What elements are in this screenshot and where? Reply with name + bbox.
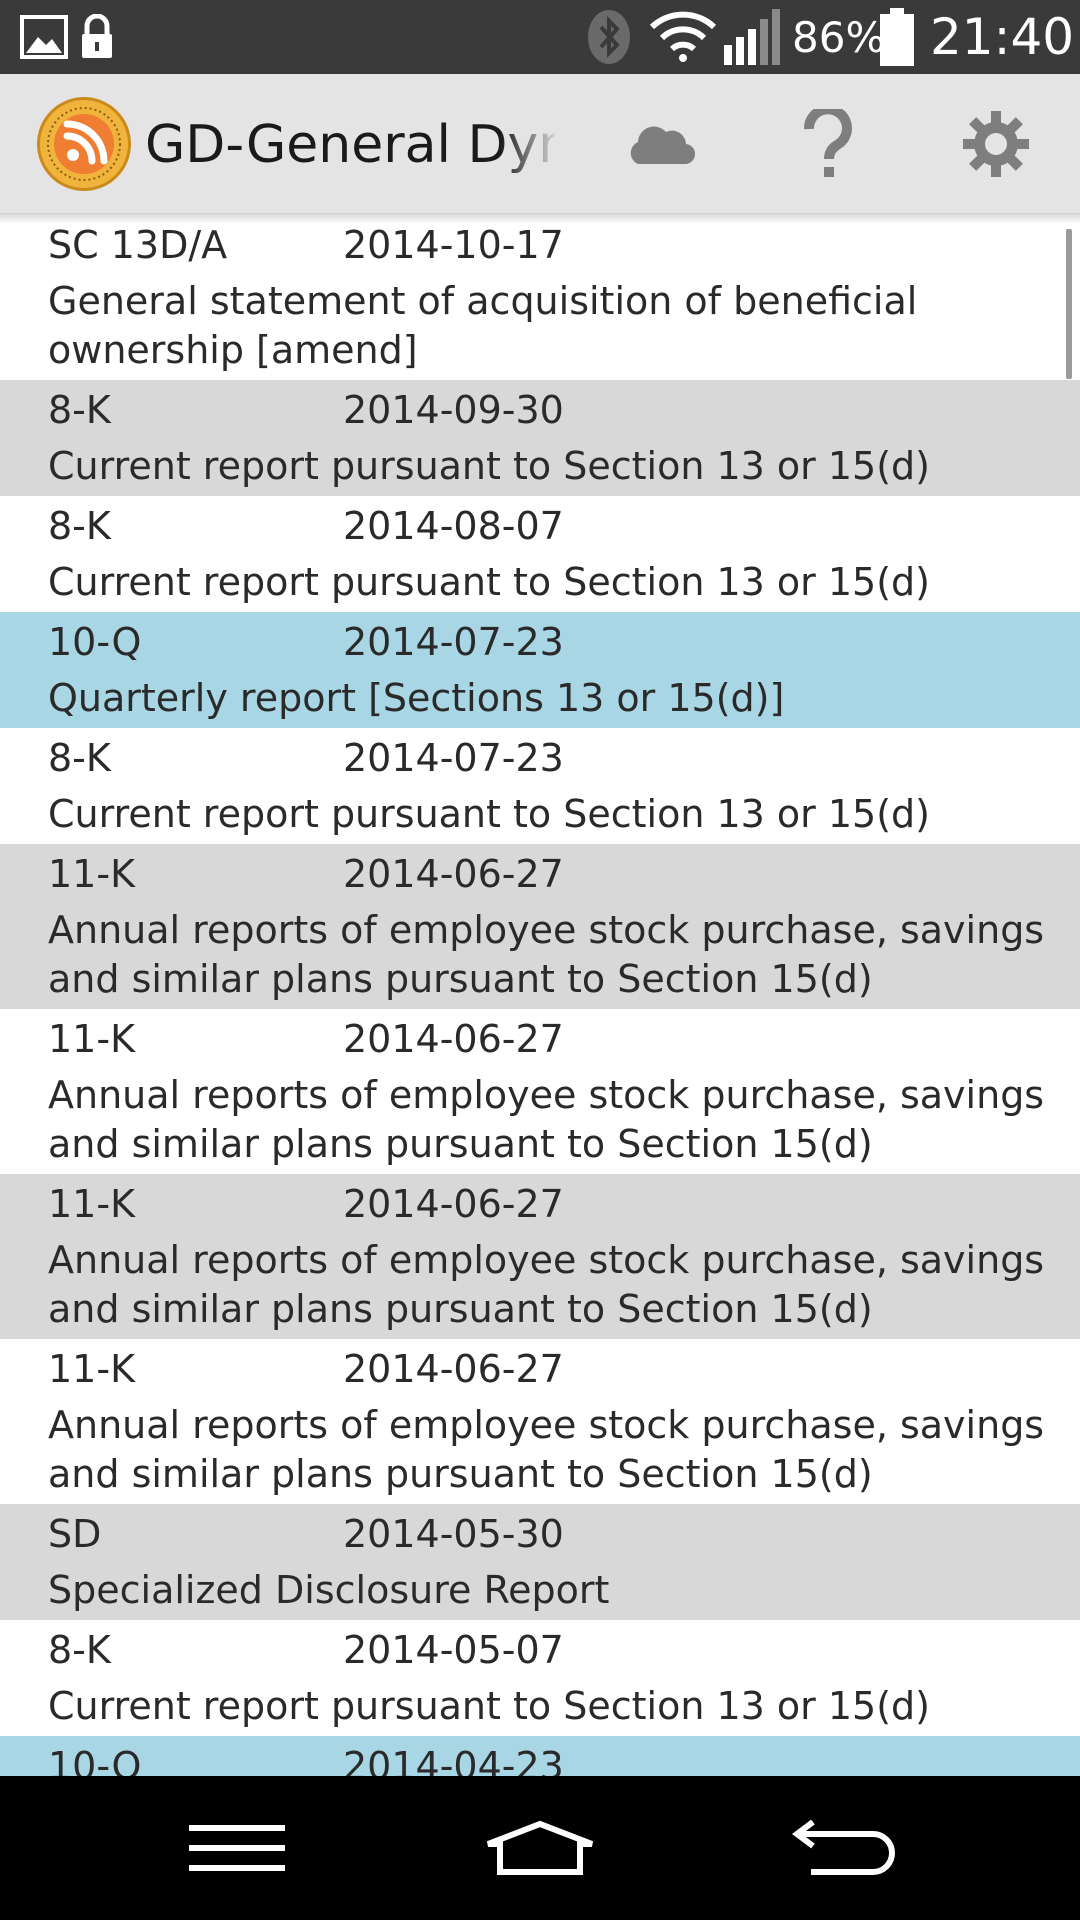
filing-date: 2014-06-27 xyxy=(343,1017,564,1061)
scrollbar[interactable] xyxy=(1066,229,1072,379)
battery-percent: 86% xyxy=(792,12,886,62)
filing-date: 2014-06-27 xyxy=(343,1347,564,1391)
help-icon[interactable] xyxy=(778,94,878,194)
navigation-bar xyxy=(0,1776,1080,1920)
back-icon[interactable] xyxy=(775,1798,915,1898)
filing-description: Current report pursuant to Section 13 or… xyxy=(48,444,930,488)
signal-icon xyxy=(724,0,782,74)
list-item[interactable]: 10-Q 2014-04-23 xyxy=(0,1736,1080,1776)
filing-date: 2014-10-17 xyxy=(343,223,564,267)
menu-icon[interactable] xyxy=(167,1798,307,1898)
list-item[interactable]: 8-K 2014-08-07 Current report pursuant t… xyxy=(0,496,1080,612)
filing-date: 2014-07-23 xyxy=(343,620,564,664)
filing-type: SD xyxy=(48,1512,102,1556)
filing-description: Annual reports of employee stock purchas… xyxy=(48,1238,1045,1331)
list-item[interactable]: 8-K 2014-09-30 Current report pursuant t… xyxy=(0,380,1080,496)
filing-description: General statement of acquisition of bene… xyxy=(48,279,918,372)
filing-type: 11-K xyxy=(48,1347,135,1391)
filing-description: Current report pursuant to Section 13 or… xyxy=(48,560,930,604)
filing-description: Specialized Disclosure Report xyxy=(48,1568,610,1612)
lock-icon xyxy=(80,0,114,74)
filing-type: 11-K xyxy=(48,852,135,896)
list-item[interactable]: 11-K 2014-06-27 Annual reports of employ… xyxy=(0,844,1080,1009)
filing-type: 8-K xyxy=(48,504,111,548)
list-item[interactable]: SD 2014-05-30 Specialized Disclosure Rep… xyxy=(0,1504,1080,1620)
action-bar-shadow xyxy=(0,214,1080,224)
list-item[interactable]: 11-K 2014-06-27 Annual reports of employ… xyxy=(0,1009,1080,1174)
filing-type: 11-K xyxy=(48,1017,135,1061)
filing-date: 2014-06-27 xyxy=(343,852,564,896)
filing-date: 2014-07-23 xyxy=(343,736,564,780)
filing-type: 10-Q xyxy=(48,620,142,664)
filing-date: 2014-06-27 xyxy=(343,1182,564,1226)
filing-date: 2014-05-07 xyxy=(343,1628,564,1672)
filing-type: 8-K xyxy=(48,388,111,432)
filing-type: SC 13D/A xyxy=(48,223,228,267)
filing-type: 8-K xyxy=(48,1628,111,1672)
app-logo[interactable] xyxy=(36,96,132,192)
battery-icon xyxy=(880,0,914,74)
image-icon xyxy=(20,0,68,74)
filing-type: 10-Q xyxy=(48,1744,142,1776)
filing-date: 2014-09-30 xyxy=(343,388,564,432)
filing-date: 2014-04-23 xyxy=(343,1744,564,1776)
list-item[interactable]: 8-K 2014-07-23 Current report pursuant t… xyxy=(0,728,1080,844)
filing-description: Annual reports of employee stock purchas… xyxy=(48,908,1045,1001)
home-icon[interactable] xyxy=(470,1798,610,1898)
filing-date: 2014-05-30 xyxy=(343,1512,564,1556)
app-title: GD-General Dyna xyxy=(145,115,555,175)
title-fade xyxy=(500,100,560,190)
filing-type: 11-K xyxy=(48,1182,135,1226)
filing-description: Quarterly report [Sections 13 or 15(d)] xyxy=(48,676,785,720)
list-item[interactable]: 11-K 2014-06-27 Annual reports of employ… xyxy=(0,1174,1080,1339)
bluetooth-icon xyxy=(586,0,632,74)
action-bar: GD-General Dyna xyxy=(0,74,1080,214)
list-item[interactable]: 8-K 2014-05-07 Current report pursuant t… xyxy=(0,1620,1080,1736)
list-item-selected[interactable]: 10-Q 2014-07-23 Quarterly report [Sectio… xyxy=(0,612,1080,728)
filing-description: Current report pursuant to Section 13 or… xyxy=(48,1684,930,1728)
filing-description: Annual reports of employee stock purchas… xyxy=(48,1073,1045,1166)
filing-type: 8-K xyxy=(48,736,111,780)
clock: 21:40 xyxy=(930,8,1075,66)
wifi-icon xyxy=(648,0,718,74)
list-item[interactable]: 11-K 2014-06-27 Annual reports of employ… xyxy=(0,1339,1080,1504)
filing-list[interactable]: SC 13D/A 2014-10-17 General statement of… xyxy=(0,215,1080,1776)
filing-description: Current report pursuant to Section 13 or… xyxy=(48,792,930,836)
gear-icon[interactable] xyxy=(946,94,1046,194)
cloud-icon[interactable] xyxy=(610,94,710,194)
status-bar: 86% 21:40 xyxy=(0,0,1080,74)
list-item[interactable]: SC 13D/A 2014-10-17 General statement of… xyxy=(0,215,1080,380)
filing-date: 2014-08-07 xyxy=(343,504,564,548)
filing-description: Annual reports of employee stock purchas… xyxy=(48,1403,1045,1496)
